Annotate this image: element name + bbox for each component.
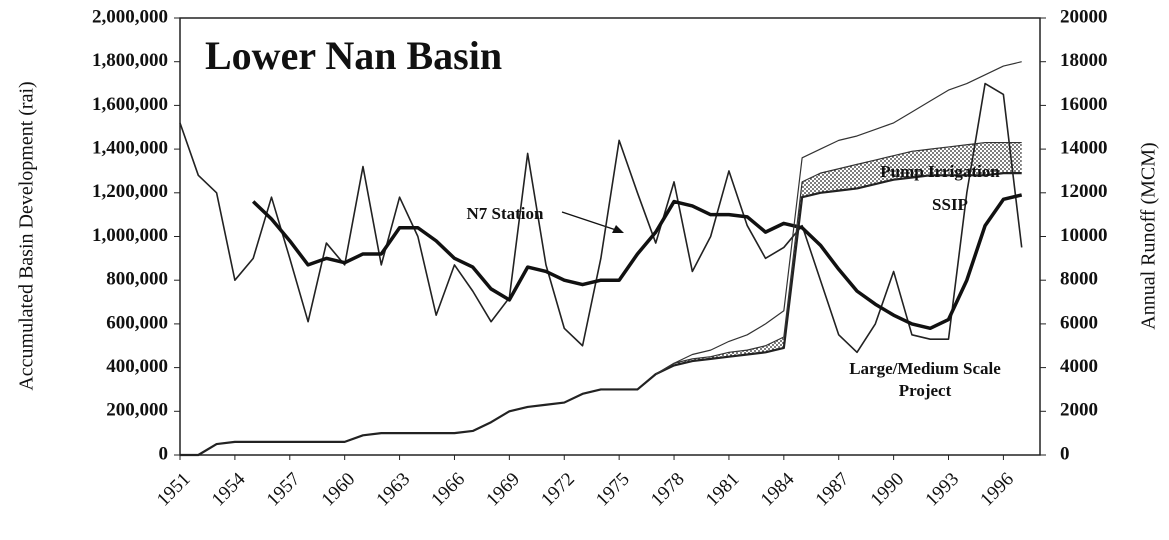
y2-tick-label: 4000 [1060, 356, 1098, 377]
y-tick-label: 600,000 [106, 312, 168, 333]
x-tick-label: 1972 [537, 469, 579, 511]
x-tick-label: 1978 [647, 469, 689, 511]
y-tick-label: 1,000,000 [92, 225, 168, 246]
y2-tick-label: 10000 [1060, 225, 1108, 246]
x-tick-label: 1984 [757, 468, 799, 510]
x-tick-label: 1951 [153, 469, 195, 511]
y2-tick-label: 18000 [1060, 50, 1108, 71]
y-tick-label: 200,000 [106, 400, 168, 421]
series-label: Pump Irrigation [880, 162, 1000, 181]
chart-title: Lower Nan Basin [205, 33, 502, 78]
x-tick-label: 1990 [867, 469, 909, 511]
series-line [655, 141, 1022, 375]
x-tick-label: 1963 [372, 469, 414, 511]
y-tick-label: 2,000,000 [92, 6, 168, 27]
y-tick-label: 400,000 [106, 356, 168, 377]
y-tick-label: 1,200,000 [92, 181, 168, 202]
x-tick-label: 1987 [812, 469, 854, 511]
series-line [180, 172, 1022, 457]
y-tick-label: 1,800,000 [92, 50, 168, 71]
x-tick-label: 1957 [263, 469, 305, 511]
y2-tick-label: 16000 [1060, 94, 1108, 115]
y2-tick-label: 14000 [1060, 137, 1108, 158]
x-tick-label: 1954 [208, 468, 250, 510]
y2-tick-label: 8000 [1060, 269, 1098, 290]
y2-tick-label: 2000 [1060, 400, 1098, 421]
series-line [655, 61, 1022, 375]
x-tick-label: 1993 [921, 469, 963, 511]
y-tick-label: 0 [159, 443, 169, 464]
series-line [179, 82, 1023, 354]
y-tick-label: 1,400,000 [92, 137, 168, 158]
series-line [251, 193, 1023, 331]
series-label: Large/Medium Scale Project [849, 359, 1001, 400]
y2-tick-label: 20000 [1060, 6, 1108, 27]
x-tick-label: 1981 [702, 469, 744, 511]
x-tick-label: 1996 [976, 469, 1018, 511]
y2-tick-label: 12000 [1060, 181, 1108, 202]
series-label: N7 Station [466, 204, 544, 223]
x-tick-label: 1975 [592, 469, 634, 511]
x-tick-label: 1969 [482, 469, 524, 511]
annotation-arrow [561, 211, 623, 233]
y-tick-label: 800,000 [106, 269, 168, 290]
x-tick-label: 1966 [427, 469, 469, 511]
y2-tick-label: 0 [1060, 443, 1070, 464]
y-tick-label: 1,600,000 [92, 94, 168, 115]
y2-axis-label: Annual Runoff (MCM) [1138, 142, 1160, 329]
arrow-head [612, 225, 624, 233]
series-label: SSIP [932, 195, 968, 214]
pump-band [655, 142, 1022, 375]
y2-tick-label: 6000 [1060, 312, 1098, 333]
x-tick-label: 1960 [318, 469, 360, 511]
y-axis-label: Accumulated Basin Development (rai) [16, 81, 38, 390]
